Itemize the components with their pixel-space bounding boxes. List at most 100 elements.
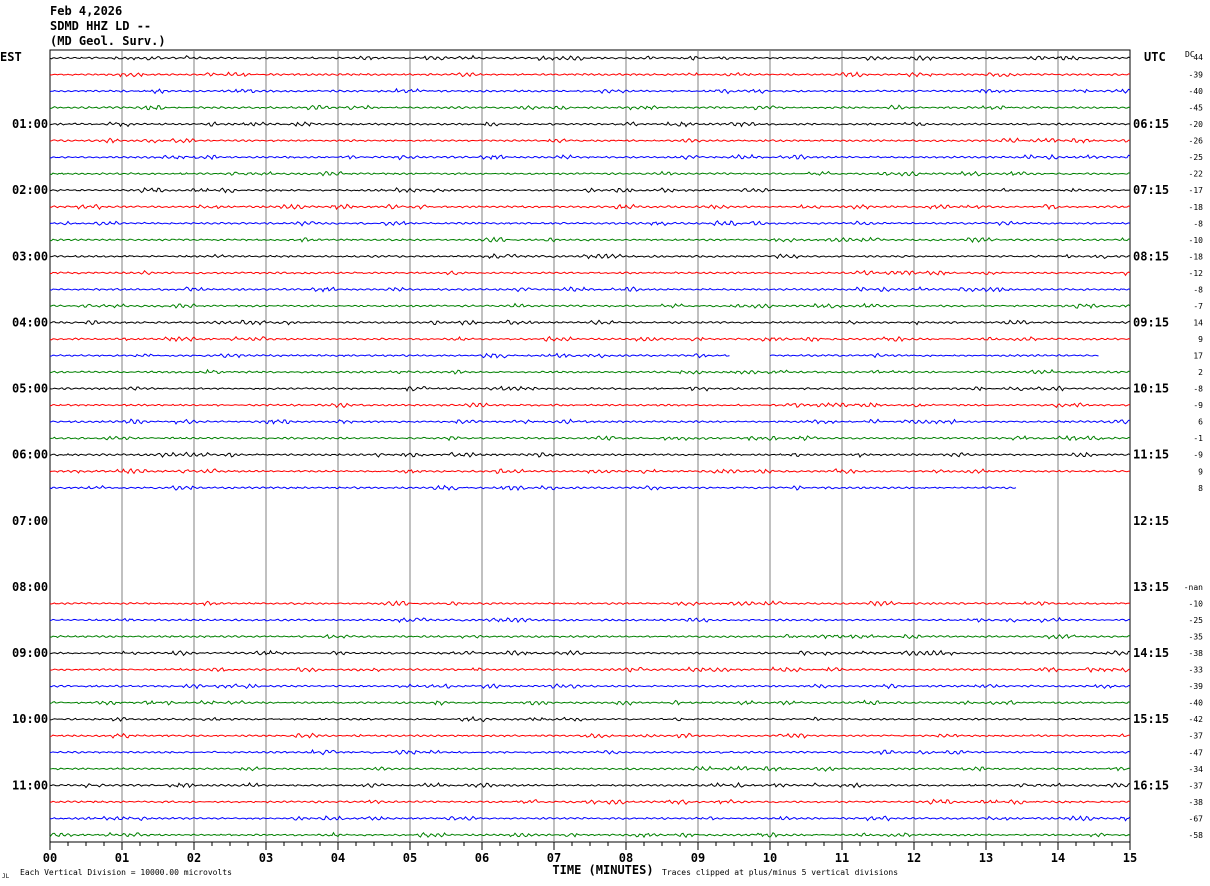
seismic-trace	[49, 418, 1131, 425]
seismic-trace	[49, 220, 1131, 227]
dc-offset-value: -34	[1189, 765, 1204, 774]
footer-clip-note: Traces clipped at plus/minus 5 vertical …	[662, 868, 898, 877]
seismic-trace	[49, 402, 1131, 409]
dc-offset-value: -39	[1189, 682, 1204, 691]
x-tick-label: 09	[691, 851, 705, 865]
seismic-trace	[49, 765, 1131, 772]
dc-offset-value: -47	[1189, 748, 1204, 757]
x-tick-label: 03	[259, 851, 273, 865]
seismic-trace	[49, 451, 1131, 458]
seismic-trace	[49, 732, 1131, 739]
seismic-trace	[50, 269, 1131, 277]
seismic-trace	[49, 385, 1131, 392]
dc-offset-value: 9	[1198, 467, 1203, 476]
dc-offset-value: -9	[1193, 451, 1203, 460]
x-tick-label: 15	[1123, 851, 1137, 865]
est-hour-label: 01:00	[12, 117, 48, 131]
seismic-trace	[49, 203, 1131, 211]
dc-offset-value: 17	[1193, 352, 1203, 361]
dc-offset-value: 44	[1193, 53, 1203, 62]
dc-offset-value: -37	[1189, 732, 1204, 741]
seismic-trace	[49, 781, 1131, 789]
date-label: Feb 4,2026	[50, 4, 123, 18]
seismic-trace	[49, 71, 1131, 78]
utc-hour-label: 16:15	[1133, 778, 1169, 792]
est-hour-label: 06:00	[12, 448, 48, 462]
dc-offset-value: -8	[1193, 385, 1203, 394]
dc-offset-value: 8	[1198, 484, 1203, 493]
dc-offset-value: -38	[1189, 798, 1204, 807]
dc-offset-value: -9	[1193, 401, 1203, 410]
utc-hour-label: 13:15	[1133, 580, 1169, 594]
x-axis-label: TIME (MINUTES)	[552, 863, 653, 877]
seismic-trace	[49, 187, 1131, 194]
dc-offset-value: 6	[1198, 418, 1203, 427]
est-hour-label: 08:00	[12, 580, 48, 594]
dc-offset-value: -18	[1189, 203, 1204, 212]
seismic-trace	[49, 815, 1131, 822]
dc-offset-value: -1	[1193, 434, 1203, 443]
seismic-trace	[49, 335, 1131, 343]
dc-offset-value: -18	[1189, 252, 1204, 261]
seismic-trace	[49, 484, 1017, 492]
seismic-trace	[49, 699, 1131, 706]
seismic-trace	[49, 87, 1131, 95]
x-tick-label: 05	[403, 851, 417, 865]
dc-label: DC	[1185, 50, 1195, 59]
seismic-trace	[49, 319, 1131, 326]
dc-offset-value: -8	[1193, 285, 1203, 294]
station-label: SDMD HHZ LD --	[50, 19, 152, 33]
dc-offset-value: -39	[1189, 71, 1204, 80]
dc-offset-value: -26	[1189, 137, 1204, 146]
seismic-trace	[49, 616, 1131, 624]
seismic-trace	[49, 121, 1131, 128]
seismic-trace	[49, 600, 1131, 607]
network-label: (MD Geol. Surv.)	[50, 34, 166, 48]
seismic-trace	[49, 170, 1131, 177]
footer-mark: JL	[2, 873, 10, 880]
utc-hour-label: 09:15	[1133, 315, 1169, 329]
seismic-trace	[49, 104, 1131, 111]
dc-offset-value: -22	[1189, 170, 1204, 179]
dc-offset-value: -10	[1189, 236, 1204, 245]
x-tick-label: 02	[187, 851, 201, 865]
est-hour-label: 09:00	[12, 646, 48, 660]
utc-label: UTC	[1144, 50, 1166, 64]
seismic-trace	[49, 352, 730, 359]
dc-offset-value: -25	[1189, 153, 1204, 162]
dc-offset-value: -8	[1193, 219, 1203, 228]
seismic-trace	[49, 831, 1131, 839]
utc-hour-label: 14:15	[1133, 646, 1169, 660]
seismic-trace	[49, 666, 1131, 673]
footer-scale-note: Each Vertical Division = 10000.00 microv…	[20, 868, 232, 877]
seismic-trace	[50, 435, 1131, 442]
seismic-trace	[49, 153, 1131, 161]
x-tick-label: 08	[619, 851, 633, 865]
utc-hour-label: 08:15	[1133, 249, 1169, 263]
utc-hour-label: 06:15	[1133, 117, 1169, 131]
est-hour-label: 11:00	[12, 778, 48, 792]
dc-offset-value: -45	[1189, 104, 1204, 113]
dc-offset-value: -38	[1189, 649, 1204, 658]
seismic-trace	[769, 352, 1099, 359]
dc-offset-value: -33	[1189, 666, 1204, 675]
est-hour-label: 04:00	[12, 315, 48, 329]
dc-offset-value: 2	[1198, 368, 1203, 377]
seismic-trace	[49, 715, 1131, 723]
dc-offset-value: -58	[1189, 831, 1204, 840]
seismic-trace	[49, 302, 1131, 310]
x-tick-label: 13	[979, 851, 993, 865]
seismic-trace	[49, 633, 1130, 640]
seismic-trace	[50, 236, 1131, 244]
dc-offset-value: -7	[1193, 302, 1203, 311]
dc-offset-value: -37	[1189, 781, 1204, 790]
plot-frame	[49, 49, 1131, 843]
est-hour-label: 03:00	[12, 249, 48, 263]
utc-hour-label: 11:15	[1133, 448, 1169, 462]
dc-offset-value: 14	[1193, 318, 1203, 327]
dc-offset-value: -40	[1189, 699, 1204, 708]
est-hour-label: 10:00	[12, 712, 48, 726]
utc-hour-label: 15:15	[1133, 712, 1169, 726]
est-hour-label: 07:00	[12, 514, 48, 528]
